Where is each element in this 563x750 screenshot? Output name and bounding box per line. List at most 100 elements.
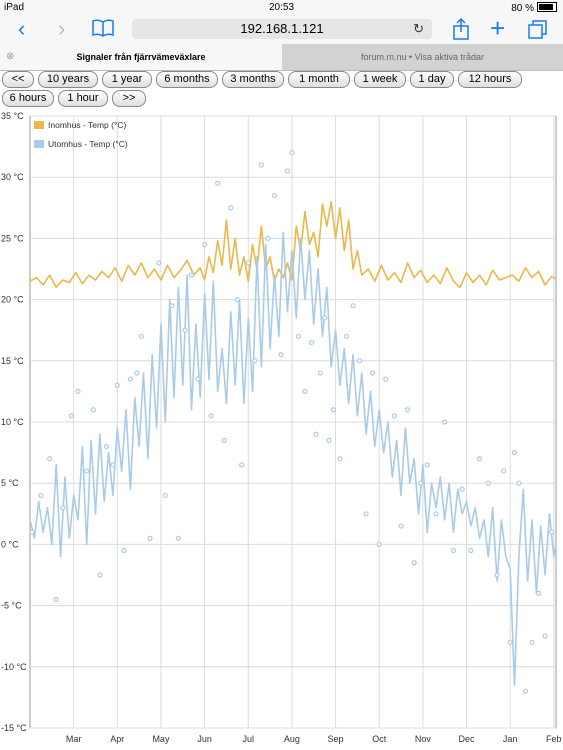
scatter-point <box>322 315 328 321</box>
scatter-point <box>295 333 302 339</box>
scatter-point <box>398 523 404 529</box>
scatter-point <box>542 633 548 639</box>
scatter-point <box>182 327 188 333</box>
battery-text: 80 % <box>511 3 534 14</box>
scatter-point <box>494 572 500 578</box>
scatter-point <box>404 407 411 413</box>
y-tick-label: 10 °C <box>1 417 24 427</box>
tabs-icon[interactable] <box>528 19 548 43</box>
scatter-point <box>169 303 175 309</box>
scatter-point <box>343 333 350 339</box>
scatter-point <box>529 639 535 645</box>
scatter-point <box>477 456 483 462</box>
scatter-point <box>53 596 59 603</box>
tab-active[interactable]: ⊗ Signaler från fjärrvämeväxlare <box>0 44 282 70</box>
url-text: 192.168.1.121 <box>240 21 324 36</box>
scatter-point <box>47 456 53 462</box>
x-tick-label: Aug <box>284 734 300 744</box>
scatter-point <box>485 480 491 486</box>
scatter-point <box>302 388 308 394</box>
scatter-point <box>127 376 133 382</box>
book-icon[interactable] <box>92 19 114 41</box>
scatter-point <box>337 456 343 462</box>
legend-label: Inomhus - Temp (°C) <box>48 120 127 130</box>
device-name: iPad <box>4 2 25 13</box>
scatter-point <box>516 480 522 486</box>
legend-label: Utomhus - Temp (°C) <box>48 139 128 149</box>
scatter-point <box>121 547 127 554</box>
scatter-point <box>376 541 382 547</box>
x-tick-label: Oct <box>372 734 387 744</box>
scatter-point <box>522 688 529 694</box>
scatter-point <box>411 560 417 566</box>
scatter-point <box>433 511 439 517</box>
scatter-point <box>317 370 323 376</box>
scatter-point <box>239 462 245 468</box>
x-tick-label: May <box>152 734 170 744</box>
x-tick-label: Sep <box>328 734 344 744</box>
legend-swatch <box>34 121 44 129</box>
battery-status: 80 % <box>511 2 557 14</box>
tab-inactive[interactable]: forum.m.nu • Visa aktiva trådar <box>282 44 563 70</box>
range-button-prev[interactable]: << <box>2 71 34 88</box>
scatter-point <box>549 529 555 535</box>
tab-label: forum.m.nu • Visa aktiva trådar <box>360 52 485 62</box>
range-button-6-months[interactable]: 6 months <box>156 71 218 88</box>
x-tick-label: Mar <box>66 734 82 744</box>
scatter-point <box>103 443 109 450</box>
range-button-1-month[interactable]: 1 month <box>288 71 350 88</box>
scatter-point <box>188 272 195 278</box>
scatter-point <box>289 150 295 156</box>
scatter-point <box>90 407 96 413</box>
scatter-point <box>330 407 336 413</box>
range-button-6-hours[interactable]: 6 hours <box>2 90 54 107</box>
range-button-10-years[interactable]: 10 years <box>38 71 98 88</box>
range-button-1-year[interactable]: 1 year <box>102 71 152 88</box>
scatter-point <box>97 572 103 578</box>
browser-tab-strip: ⊗ Signaler från fjärrvämeväxlare forum.m… <box>0 44 563 71</box>
scatter-point <box>234 297 240 303</box>
scatter-point <box>308 339 315 346</box>
scatter-point <box>156 260 162 266</box>
scatter-point <box>215 180 221 186</box>
scatter-point <box>284 168 291 174</box>
scatter-point <box>138 333 144 339</box>
chart-legend: Inomhus - Temp (°C) Utomhus - Temp (°C) <box>34 120 128 149</box>
range-button-12-hours[interactable]: 12 hours <box>458 71 522 88</box>
scatter-point <box>511 450 518 456</box>
browser-toolbar: ‹ › 192.168.1.121 ↻ + <box>0 13 563 44</box>
scatter-point <box>468 547 474 554</box>
range-button-1-week[interactable]: 1 week <box>354 71 406 88</box>
range-button-3-months[interactable]: 3 months <box>222 71 284 88</box>
share-icon[interactable] <box>452 17 470 44</box>
address-bar[interactable]: 192.168.1.121 ↻ <box>132 19 432 39</box>
scatter-point <box>228 205 234 211</box>
range-button-1-hour[interactable]: 1 hour <box>58 90 108 107</box>
y-tick-label: 15 °C <box>1 356 24 366</box>
range-button-next[interactable]: >> <box>112 90 146 107</box>
range-button-1-day[interactable]: 1 day <box>410 71 454 88</box>
scatter-point <box>258 162 264 168</box>
series-line-outdoor <box>29 231 557 686</box>
chart-series <box>29 150 557 694</box>
close-tab-icon[interactable]: ⊗ <box>6 51 15 62</box>
scatter-point <box>252 358 258 364</box>
reload-icon[interactable]: ↻ <box>413 21 424 36</box>
scatter-point <box>60 505 66 511</box>
back-chevron-icon[interactable]: ‹ <box>18 16 26 41</box>
x-tick-label: Dec <box>459 734 476 744</box>
scatter-point <box>75 388 81 394</box>
x-tick-label: Jan <box>503 734 518 744</box>
x-tick-label: Jul <box>242 734 254 744</box>
scatter-point <box>221 437 227 443</box>
x-axis-ticks: Mar Apr May Jun Jul Aug Sep Oct Nov Dec Jan Feb <box>66 734 562 744</box>
scatter-point <box>370 370 376 376</box>
plus-icon[interactable]: + <box>490 13 506 43</box>
legend-swatch <box>34 140 44 148</box>
scatter-point <box>162 492 168 499</box>
scatter-point <box>245 260 251 266</box>
scatter-point <box>278 352 284 358</box>
forward-chevron-icon[interactable]: › <box>58 16 66 41</box>
chart-grid <box>29 115 557 729</box>
scatter-point <box>175 535 182 541</box>
